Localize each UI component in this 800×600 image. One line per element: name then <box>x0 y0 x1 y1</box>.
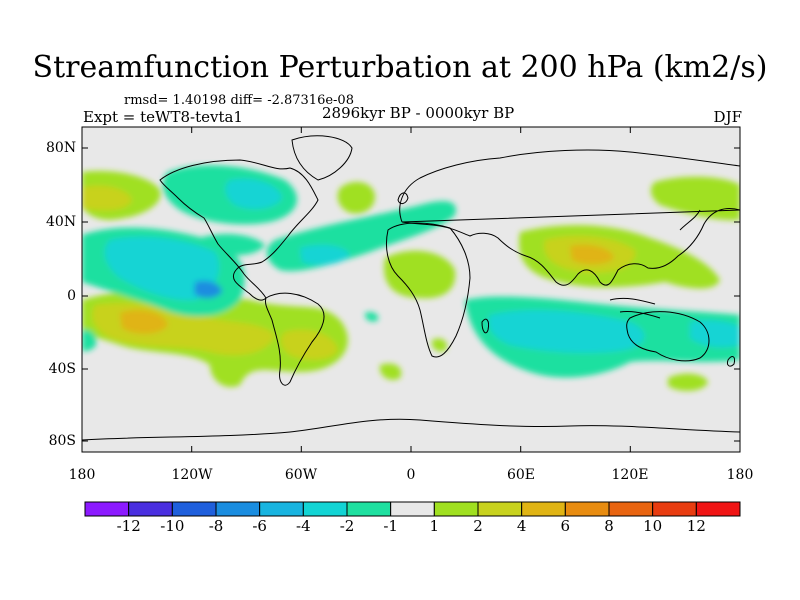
colorbar-box <box>608 501 654 517</box>
experiment-label: Expt = teWT8-tevta1 <box>83 108 243 126</box>
lon-label-120e: 120E <box>611 467 649 483</box>
lat-label-40n: 40N <box>46 214 77 230</box>
coast-greenland <box>291 135 353 181</box>
negative-core-north-america <box>225 178 282 210</box>
positive-region-south-indian <box>668 373 708 391</box>
negative-max-north-pacific <box>194 280 222 299</box>
lon-label-120w: 120W <box>171 467 213 483</box>
stats-line: rmsd= 1.40198 diff= -2.87316e-08 <box>124 93 354 108</box>
lon-label-0: 0 <box>406 467 416 483</box>
coast-antarctica <box>82 418 740 441</box>
colorbar-box <box>128 501 173 517</box>
positive-region-small-b <box>431 338 448 352</box>
positive-region-east-asia <box>650 176 740 221</box>
colorbar-label: -10 <box>160 517 185 535</box>
season-label: DJF <box>713 108 742 126</box>
colorbar-box <box>695 501 741 517</box>
lat-label-80n: 80N <box>46 140 77 156</box>
negative-region-south-pacific <box>82 329 97 352</box>
negative-core-east-indian <box>690 320 740 348</box>
colorbar-label: -8 <box>208 517 224 535</box>
coast-north-america <box>159 159 319 301</box>
axis-ticks <box>81 127 741 452</box>
colorbar-label: 4 <box>516 517 527 535</box>
colorbar-box <box>302 501 348 517</box>
colorbar-label: -1 <box>383 517 398 535</box>
contour-fields <box>82 135 740 441</box>
lon-label-60e: 60E <box>506 467 536 483</box>
lat-label-80s: 80S <box>48 433 76 449</box>
negative-region-small <box>364 311 379 322</box>
chart-title: Streamfunction Perturbation at 200 hPa (… <box>32 50 768 85</box>
colorbar-box <box>171 501 217 517</box>
coast-uk <box>397 192 409 205</box>
coast-australia <box>626 311 710 362</box>
coast-south-america <box>265 292 325 386</box>
colorbar-box <box>477 501 523 517</box>
colorbar-box <box>215 501 261 517</box>
lon-label-60w: 60W <box>284 467 318 483</box>
coast-eurasia <box>399 149 740 286</box>
coast-new-zealand <box>727 356 735 367</box>
negative-core-indian-ocean <box>488 310 645 353</box>
colorbar-box <box>564 501 610 517</box>
lon-label-180w: 180 <box>68 467 96 483</box>
colorbar-box <box>433 501 479 517</box>
coast-madagascar <box>481 318 489 334</box>
coastlines <box>82 135 740 441</box>
lat-label-40s: 40S <box>48 361 76 377</box>
colorbar-label: -12 <box>116 517 141 535</box>
positive-region-atlantic <box>384 250 456 299</box>
colorbar-box <box>652 501 697 517</box>
positive-max-india <box>570 244 614 265</box>
colorbar <box>84 501 741 517</box>
colorbar-box <box>390 501 435 517</box>
colorbar-box <box>259 501 304 517</box>
positive-max-south-pacific <box>120 310 168 334</box>
colorbar-box <box>84 501 130 517</box>
colorbar-label: -2 <box>339 517 355 535</box>
positive-region-europe <box>337 181 376 214</box>
period-label: 2896kyr BP - 0000kyr BP <box>322 104 515 122</box>
negative-core-north-pacific <box>104 236 219 301</box>
positive-region-small-a <box>379 363 402 380</box>
colorbar-label: 10 <box>643 517 663 535</box>
lon-label-180e: 180 <box>726 467 754 483</box>
colorbar-label: 6 <box>560 517 571 535</box>
negative-region-caribbean <box>200 234 265 256</box>
positive-core-north-pacific <box>82 185 132 211</box>
colorbar-box <box>346 501 392 517</box>
coast-indonesia <box>609 297 661 319</box>
colorbar-label: 1 <box>429 517 440 535</box>
colorbar-label: 2 <box>473 517 483 535</box>
colorbar-box <box>521 501 566 517</box>
positive-core-south-atlantic <box>280 329 338 360</box>
colorbar-label: 12 <box>686 517 706 535</box>
colorbar-label: -4 <box>296 517 311 535</box>
negative-core-atlantic <box>300 244 350 266</box>
colorbar-label: -6 <box>252 517 267 535</box>
lat-label-eq: 0 <box>67 288 76 304</box>
colorbar-label: 8 <box>604 517 614 535</box>
coast-japan <box>679 209 701 231</box>
